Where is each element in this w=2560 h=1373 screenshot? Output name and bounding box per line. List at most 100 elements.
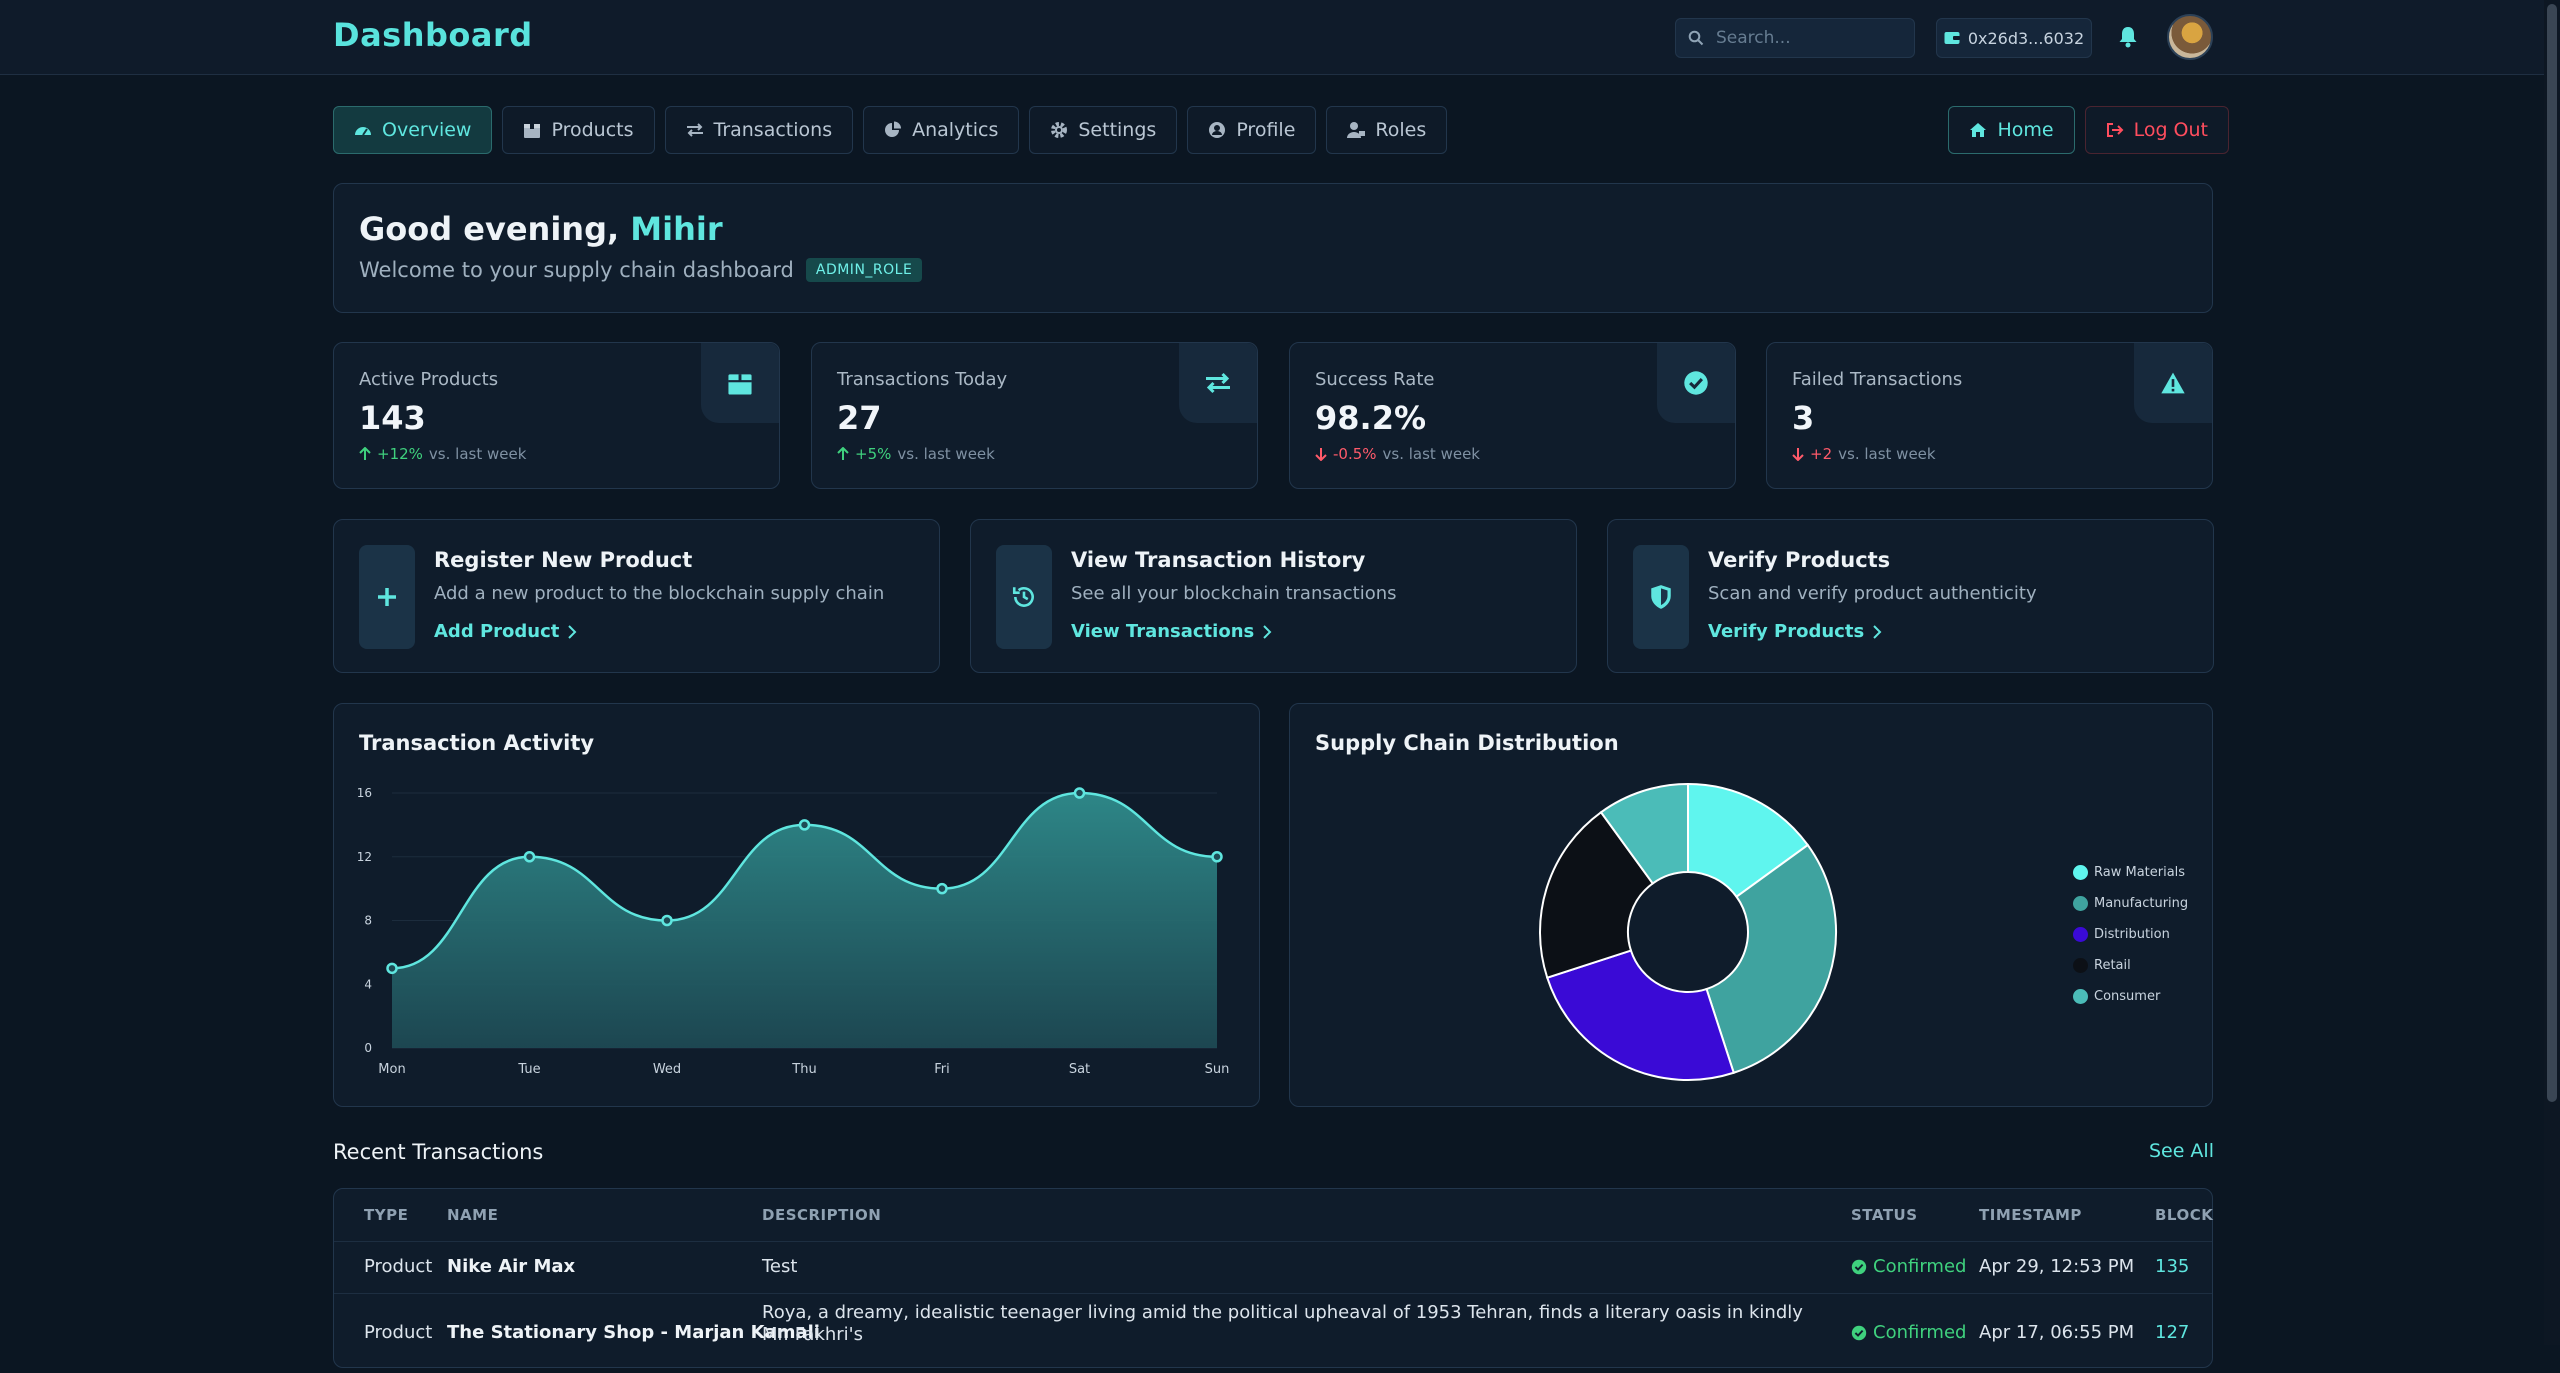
- scrollbar-thumb[interactable]: [2547, 4, 2557, 1102]
- pie-slice: [1687, 782, 1810, 899]
- check-circle-icon: [1851, 1259, 1867, 1274]
- action-card-transaction-history[interactable]: View Transaction History See all your bl…: [970, 519, 1577, 673]
- stat-change-suffix: vs. last week: [1838, 445, 1936, 463]
- stat-trend: +2 vs. last week: [1792, 445, 1936, 463]
- data-point: [1211, 851, 1223, 863]
- area-fill: [392, 793, 1217, 1048]
- home-button[interactable]: Home: [1948, 106, 2075, 154]
- check-circle-icon: [1684, 371, 1708, 395]
- avatar[interactable]: [2167, 14, 2213, 60]
- plus-icon: [378, 588, 396, 606]
- arrow-down-icon: [1792, 448, 1804, 461]
- stat-change: +12%: [377, 445, 423, 463]
- verify-products-link[interactable]: Verify Products: [1708, 621, 1882, 642]
- nav-label: Profile: [1236, 119, 1296, 141]
- stat-value: 143: [359, 399, 426, 437]
- nav-label: Transactions: [713, 119, 833, 141]
- recent-transactions-title: Recent Transactions: [333, 1140, 544, 1164]
- shield-icon: [1651, 585, 1671, 609]
- stat-value: 27: [837, 399, 882, 437]
- cell-name: Nike Air Max: [447, 1256, 576, 1277]
- search-box[interactable]: [1675, 18, 1915, 58]
- action-card-verify-products[interactable]: Verify Products Scan and verify product …: [1607, 519, 2214, 673]
- y-tick-label: 16: [357, 786, 372, 800]
- transaction-activity-chart: 0 4 8 12 16 Mon Tue Wed Thu Fri Sat Sun: [357, 786, 1230, 1077]
- column-header-description[interactable]: DESCRIPTION: [762, 1206, 882, 1224]
- legend-item[interactable]: Retail: [2073, 950, 2188, 981]
- stat-change-suffix: vs. last week: [897, 445, 995, 463]
- cell-name: The Stationary Shop - Marjan Kamali: [447, 1322, 820, 1343]
- column-header-name[interactable]: NAME: [447, 1206, 499, 1224]
- nav-label: Overview: [382, 119, 472, 141]
- pie-slice: [1705, 843, 1837, 1075]
- logout-button[interactable]: Log Out: [2084, 106, 2229, 154]
- column-header-block[interactable]: BLOCK: [2155, 1206, 2214, 1224]
- arrow-up-icon: [837, 447, 849, 460]
- y-tick-label: 12: [357, 850, 372, 864]
- legend-item[interactable]: Consumer: [2073, 981, 2188, 1012]
- nav-roles[interactable]: Roles: [1326, 106, 1448, 154]
- stat-trend: -0.5% vs. last week: [1315, 445, 1480, 463]
- chevron-right-icon: [1263, 624, 1272, 639]
- sign-out-icon: [2106, 123, 2123, 137]
- legend-swatch: [2073, 865, 2088, 880]
- view-transactions-link[interactable]: View Transactions: [1071, 621, 1272, 642]
- nav-transactions[interactable]: Transactions: [664, 106, 854, 154]
- legend-swatch: [2073, 958, 2088, 973]
- stat-label: Success Rate: [1315, 369, 1435, 390]
- wallet-icon: [1944, 32, 1960, 44]
- history-icon: [1012, 587, 1034, 607]
- stat-icon-box: [1179, 343, 1257, 423]
- column-header-type[interactable]: TYPE: [364, 1206, 409, 1224]
- add-product-link[interactable]: Add Product: [434, 621, 577, 642]
- stat-value: 98.2%: [1315, 399, 1427, 437]
- pie-slice: [1545, 949, 1735, 1081]
- action-title: Register New Product: [434, 548, 693, 572]
- column-header-status[interactable]: STATUS: [1851, 1206, 1918, 1224]
- user-tag-icon: [1347, 122, 1366, 138]
- legend-item[interactable]: Distribution: [2073, 919, 2188, 950]
- welcome-card: Good evening, Mihir Welcome to your supp…: [333, 183, 2213, 313]
- cell-type: Product: [364, 1256, 433, 1277]
- legend-item[interactable]: Raw Materials: [2073, 857, 2188, 888]
- search-input[interactable]: [1714, 27, 1904, 49]
- legend-swatch: [2073, 989, 2088, 1004]
- nav-profile[interactable]: Profile: [1187, 106, 1317, 154]
- chevron-right-icon: [568, 624, 577, 639]
- x-tick-label: Wed: [653, 1062, 681, 1077]
- check-circle-icon: [1851, 1325, 1867, 1340]
- table-row[interactable]: Product The Stationary Shop - Marjan Kam…: [334, 1293, 2212, 1373]
- nav-analytics[interactable]: Analytics: [863, 106, 1020, 154]
- welcome-subtitle-row: Welcome to your supply chain dashboard A…: [359, 258, 923, 282]
- box-icon: [524, 124, 541, 138]
- stat-trend: +12% vs. last week: [359, 445, 526, 463]
- cell-timestamp: Apr 17, 06:55 PM: [1979, 1322, 2135, 1343]
- bell-icon[interactable]: [2118, 26, 2138, 48]
- nav-overview[interactable]: Overview: [333, 106, 493, 154]
- action-card-register-product[interactable]: Register New Product Add a new product t…: [333, 519, 940, 673]
- nav-settings[interactable]: Settings: [1029, 106, 1178, 154]
- table-row[interactable]: Product Nike Air Max Test Confirmed Apr …: [334, 1241, 2212, 1293]
- nav-products[interactable]: Products: [502, 106, 655, 154]
- stat-change: +5%: [855, 445, 892, 463]
- pie-slice: [1599, 782, 1689, 885]
- scrollbar[interactable]: [2544, 0, 2560, 1345]
- cell-block[interactable]: 127: [2155, 1322, 2190, 1343]
- legend-item[interactable]: Manufacturing: [2073, 888, 2188, 919]
- search-icon: [1688, 30, 1704, 46]
- x-tick-label: Thu: [791, 1062, 816, 1077]
- column-header-timestamp[interactable]: TIMESTAMP: [1979, 1206, 2082, 1224]
- stat-label: Failed Transactions: [1792, 369, 1963, 390]
- app-title[interactable]: Dashboard: [333, 16, 533, 54]
- stat-label: Active Products: [359, 369, 499, 390]
- data-point: [661, 914, 673, 927]
- logout-label: Log Out: [2133, 119, 2208, 141]
- cell-block[interactable]: 135: [2155, 1256, 2190, 1277]
- data-point: [1073, 787, 1086, 799]
- stat-icon-box: [1657, 343, 1735, 423]
- data-point: [523, 851, 536, 863]
- wallet-address-button[interactable]: 0x26d3...6032: [1936, 18, 2092, 58]
- action-description: Add a new product to the blockchain supp…: [434, 583, 885, 604]
- see-all-link[interactable]: See All: [2148, 1140, 2214, 1162]
- arrow-up-icon: [359, 447, 371, 460]
